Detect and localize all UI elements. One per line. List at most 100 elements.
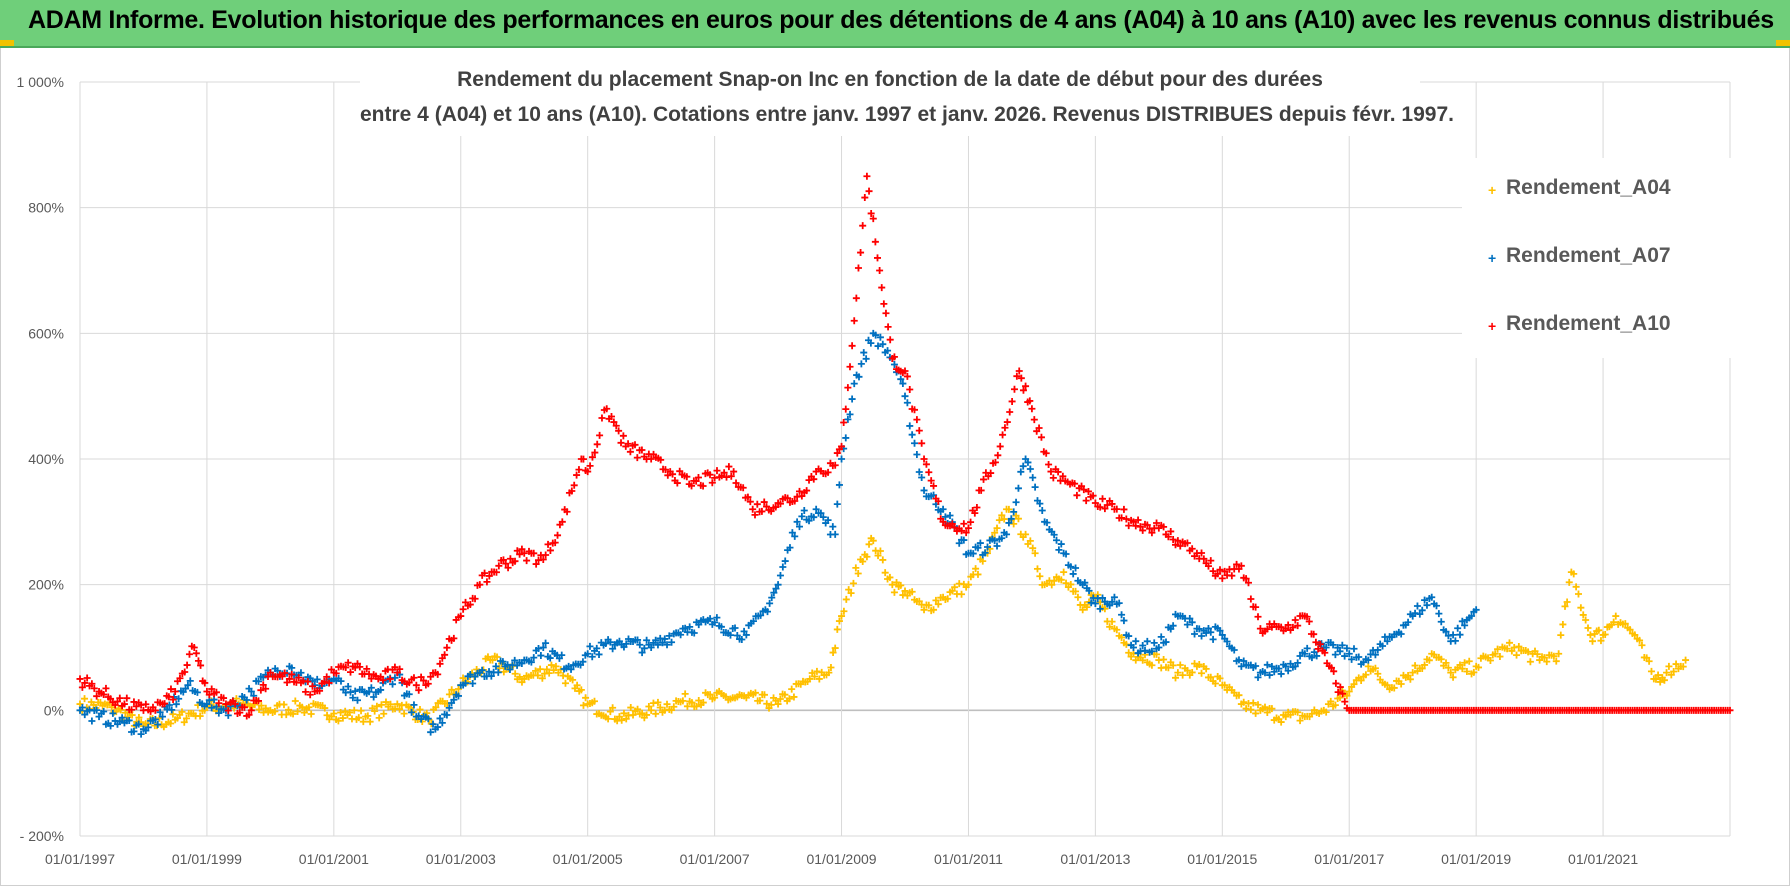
data-marker [1209, 567, 1217, 575]
data-marker [471, 595, 479, 603]
data-marker [518, 545, 526, 553]
data-marker [1458, 665, 1466, 673]
data-marker [1463, 668, 1471, 676]
data-marker [567, 665, 575, 673]
data-marker [1442, 628, 1450, 636]
data-marker [550, 666, 558, 674]
data-marker [908, 588, 916, 596]
data-marker [321, 704, 329, 712]
data-marker [638, 649, 646, 657]
data-marker [835, 445, 843, 453]
data-marker [1343, 692, 1351, 700]
data-marker [645, 703, 653, 711]
data-marker [294, 708, 302, 716]
data-marker [363, 665, 371, 673]
data-marker [300, 709, 308, 717]
data-marker [948, 587, 956, 595]
data-marker [591, 449, 599, 457]
data-marker [161, 700, 169, 708]
data-marker [462, 679, 470, 687]
data-marker [1005, 519, 1013, 527]
data-marker [1031, 483, 1039, 491]
page-title: ADAM Informe. Evolution historique des p… [28, 6, 1774, 34]
data-marker [906, 386, 914, 394]
data-marker [1513, 651, 1521, 659]
data-marker [1357, 676, 1365, 684]
data-marker [492, 568, 500, 576]
data-marker [874, 552, 882, 560]
data-marker [1132, 637, 1140, 645]
data-marker [1134, 516, 1142, 524]
data-marker [532, 667, 540, 675]
data-marker [434, 723, 442, 731]
data-marker [1494, 645, 1502, 653]
data-marker [1379, 642, 1387, 650]
data-marker [530, 549, 538, 557]
data-marker [1141, 647, 1149, 655]
data-marker [661, 635, 669, 643]
data-marker [176, 674, 184, 682]
legend-item-a04: + Rendement_A04 [1488, 176, 1671, 200]
data-marker [90, 684, 98, 692]
legend-item-a07: + Rendement_A07 [1488, 244, 1671, 268]
data-marker [291, 697, 299, 705]
data-marker [546, 654, 554, 662]
data-marker [1404, 618, 1412, 626]
data-marker [886, 336, 894, 344]
data-marker [811, 672, 819, 680]
data-marker [842, 405, 850, 413]
data-marker [181, 668, 189, 676]
data-point [393, 700, 401, 708]
data-marker [805, 517, 813, 525]
data-marker [1268, 705, 1276, 713]
data-marker [991, 537, 999, 545]
data-marker [598, 414, 606, 422]
data-marker [590, 697, 598, 705]
data-marker [172, 700, 180, 708]
data-marker [1043, 519, 1051, 527]
data-marker [798, 512, 806, 520]
y-tick-label: 200% [28, 577, 64, 593]
data-marker [386, 675, 394, 683]
data-marker [713, 614, 721, 622]
data-marker [257, 686, 265, 694]
data-marker [579, 658, 587, 666]
data-marker [681, 690, 689, 698]
data-marker [846, 410, 854, 418]
data-marker [713, 467, 721, 475]
data-marker [788, 529, 796, 537]
data-marker [1157, 633, 1165, 641]
data-marker [874, 254, 881, 262]
data-marker [1010, 520, 1018, 528]
data-marker [1150, 524, 1158, 532]
data-marker [664, 471, 672, 479]
data-marker [1275, 665, 1283, 673]
data-marker [1038, 581, 1046, 589]
data-marker [1172, 610, 1179, 618]
data-marker [1465, 657, 1473, 665]
data-marker [810, 513, 818, 521]
legend-label-a07: Rendement_A07 [1506, 244, 1671, 267]
data-marker [1565, 578, 1573, 586]
data-marker [595, 650, 603, 658]
data-point [774, 581, 782, 589]
data-marker [688, 482, 696, 490]
data-marker [786, 544, 794, 552]
data-marker [1724, 706, 1732, 714]
data-marker [717, 623, 725, 631]
data-marker [535, 556, 543, 564]
data-marker [323, 711, 331, 719]
data-marker [135, 713, 143, 721]
data-marker [652, 636, 660, 644]
data-marker [692, 477, 700, 485]
data-marker [346, 708, 354, 716]
data-marker [116, 717, 124, 725]
data-marker [354, 696, 361, 704]
data-marker [862, 355, 870, 363]
data-marker [93, 706, 101, 714]
data-marker [307, 710, 315, 718]
data-marker [937, 594, 945, 602]
data-marker [151, 716, 159, 724]
data-marker [657, 456, 665, 464]
data-marker [1113, 505, 1121, 513]
